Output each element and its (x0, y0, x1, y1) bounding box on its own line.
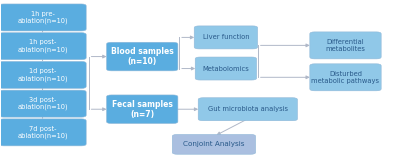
Text: Metabolomics: Metabolomics (202, 66, 249, 71)
Text: 1d post-
ablation(n=10): 1d post- ablation(n=10) (17, 68, 68, 82)
FancyBboxPatch shape (198, 98, 298, 121)
Text: Blood samples
(n=10): Blood samples (n=10) (111, 47, 174, 66)
Text: 1h post-
ablation(n=10): 1h post- ablation(n=10) (17, 39, 68, 53)
FancyBboxPatch shape (310, 64, 381, 91)
Text: Fecal samples
(n=7): Fecal samples (n=7) (112, 99, 173, 119)
FancyBboxPatch shape (0, 90, 86, 117)
Text: Gut microbiota analysis: Gut microbiota analysis (208, 106, 288, 112)
FancyBboxPatch shape (0, 62, 86, 88)
Text: 1h pre-
ablation(n=10): 1h pre- ablation(n=10) (17, 11, 68, 24)
FancyBboxPatch shape (194, 26, 258, 49)
Text: 3d post-
ablation(n=10): 3d post- ablation(n=10) (17, 97, 68, 110)
FancyBboxPatch shape (0, 4, 86, 31)
FancyBboxPatch shape (0, 33, 86, 60)
Text: Differential
metabolites: Differential metabolites (326, 39, 366, 52)
Text: Conjoint Analysis: Conjoint Analysis (183, 141, 245, 147)
FancyBboxPatch shape (172, 134, 256, 154)
FancyBboxPatch shape (310, 32, 381, 59)
FancyBboxPatch shape (106, 42, 178, 71)
FancyBboxPatch shape (106, 95, 178, 123)
Text: Liver function: Liver function (202, 34, 249, 40)
Text: Disturbed
metabolic pathways: Disturbed metabolic pathways (312, 71, 380, 84)
FancyBboxPatch shape (0, 119, 86, 146)
Text: 7d post-
ablation(n=10): 7d post- ablation(n=10) (17, 126, 68, 139)
FancyBboxPatch shape (195, 57, 257, 80)
